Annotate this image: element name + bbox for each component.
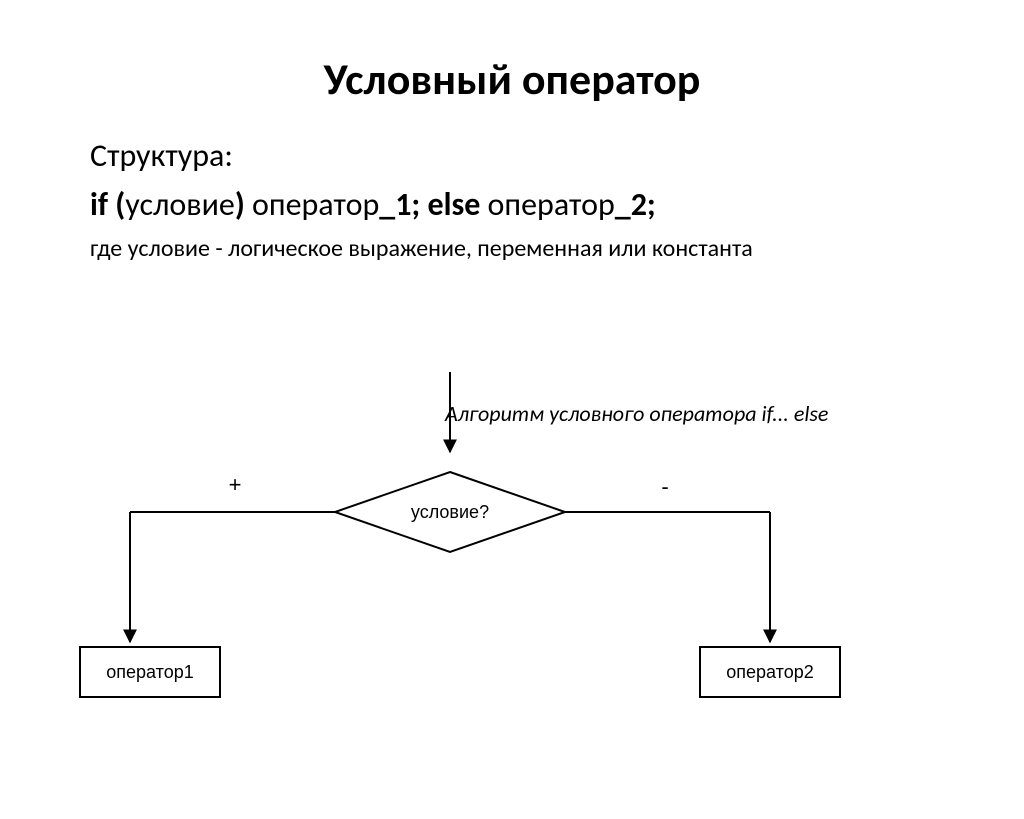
tok-op2: оператор: [488, 185, 615, 224]
flowchart: условие? + оператор1 - оператор2: [70, 372, 890, 772]
tok-op1: оператор: [252, 185, 379, 224]
svg-text:оператор2: оператор2: [726, 662, 813, 682]
tok-u1: _1;: [379, 185, 427, 224]
content-area: Структура: if (условие) оператор_1; else…: [0, 136, 1024, 263]
syntax-line: if (условие) оператор_1; else оператор_2…: [90, 185, 934, 224]
kw-if: if (: [90, 185, 125, 224]
structure-label: Структура:: [90, 136, 934, 175]
note-text: где условие - логическое выражение, пере…: [90, 234, 934, 263]
slide-title: Условный оператор: [0, 52, 1024, 106]
svg-text:оператор1: оператор1: [106, 662, 193, 682]
svg-text:-: -: [661, 474, 668, 499]
svg-text:+: +: [229, 472, 242, 497]
tok-u2: _2;: [615, 185, 656, 224]
svg-text:условие?: условие?: [411, 502, 489, 522]
tok-cond: условие: [125, 185, 235, 224]
kw-else: else: [427, 185, 487, 224]
kw-paren: ): [235, 185, 252, 224]
